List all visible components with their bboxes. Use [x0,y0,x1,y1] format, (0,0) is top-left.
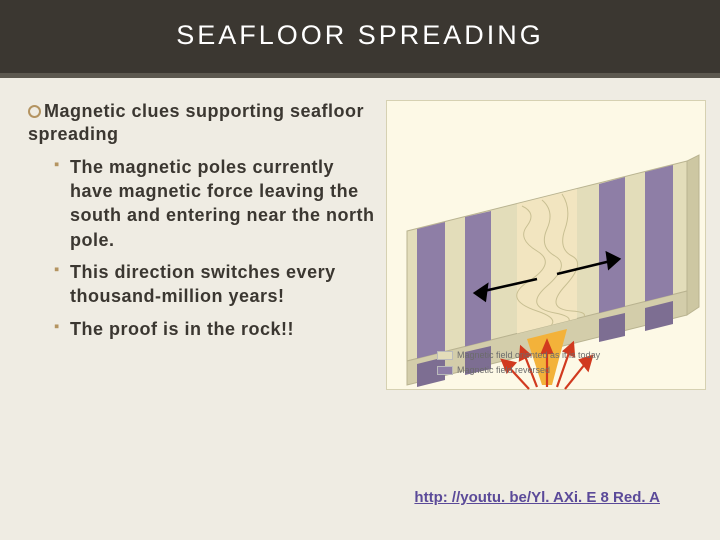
legend-row: Magnetic field reversed [437,363,600,377]
list-item: The proof is in the rock!! [54,317,376,341]
list-item: The magnetic poles currently have magnet… [54,155,376,252]
list-item: This direction switches every thousand-m… [54,260,376,309]
bullet-list: The magnetic poles currently have magnet… [54,155,376,341]
legend-row: Magnetic field oriented as it is today [437,348,600,362]
heading-text: Magnetic clues supporting seafloor sprea… [28,101,364,144]
slide-title: SEAFLOOR SPREADING [0,0,720,78]
legend-swatch-reversed [437,366,453,375]
figure-legend: Magnetic field oriented as it is today M… [437,348,600,377]
circle-bullet-icon [28,105,41,118]
video-link[interactable]: http: //youtu. be/Yl. AXi. E 8 Red. A [414,489,660,506]
footer-link-line: http: //youtu. be/Yl. AXi. E 8 Red. A [414,489,660,506]
text-column: Magnetic clues supporting seafloor sprea… [26,100,376,390]
heading: Magnetic clues supporting seafloor sprea… [28,100,376,147]
legend-swatch-today [437,351,453,360]
content-area: Magnetic clues supporting seafloor sprea… [0,78,720,390]
legend-label: Magnetic field reversed [457,365,550,375]
legend-label: Magnetic field oriented as it is today [457,350,600,360]
figure-column: Magnetic field oriented as it is today M… [386,100,706,390]
seafloor-diagram: Magnetic field oriented as it is today M… [386,100,706,390]
slide: SEAFLOOR SPREADING Magnetic clues suppor… [0,0,720,540]
